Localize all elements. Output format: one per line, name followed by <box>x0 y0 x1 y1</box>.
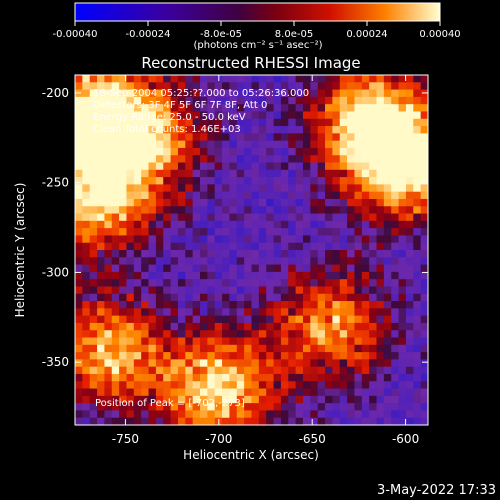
x-tick-label: -750 <box>112 432 139 446</box>
plot-frame <box>74 74 429 426</box>
annotation-line: Detectors: 3F 4F 5F 6F 7F 8F, Att 0 <box>93 100 267 111</box>
observation-info: 18-Sep-2004 05:25:??.000 to 05:26:36.000… <box>93 88 309 135</box>
y-tick-label: -350 <box>42 355 69 369</box>
footer-timestamp: 3-May-2022 17:33 <box>377 483 496 498</box>
x-tick-label: -650 <box>299 432 326 446</box>
x-axis-label: Heliocentric X (arcsec) <box>183 448 319 462</box>
x-tick-label: -700 <box>205 432 232 446</box>
peak-position-label: Position of Peak = [-702,-273] <box>95 398 245 409</box>
chart-title: Reconstructed RHESSI Image <box>141 54 360 72</box>
axes: -750 -700 -650 -600 -200 -250 -300 -350 <box>42 75 428 446</box>
annotation-line: 18-Sep-2004 05:25:??.000 to 05:26:36.000 <box>93 88 309 99</box>
colorbar-ticks: -0.00040 -0.00024 -8.0e-05 8.0e-05 0.00024 0.… <box>53 21 461 40</box>
colorbar-tick-label: -8.0e-05 <box>200 29 242 40</box>
y-tick-label: -300 <box>42 265 69 279</box>
colorbar-tick-label: 8.0e-05 <box>275 29 313 40</box>
annotation-line: Clean Total counts: 1.46E+03 <box>93 124 241 135</box>
colorbar-tick-label: -0.00024 <box>126 29 171 40</box>
colorbar-tick-label: -0.00040 <box>53 29 98 40</box>
colorbar <box>74 2 441 22</box>
y-tick-label: -200 <box>42 86 69 100</box>
x-tick-label: -600 <box>392 432 419 446</box>
heatmap-image <box>75 75 428 425</box>
colorbar-tick-label: 0.00040 <box>419 29 460 40</box>
y-axis-label: Heliocentric Y (arcsec) <box>13 183 27 318</box>
colorbar-units: (photons cm⁻² s⁻¹ asec⁻²) <box>193 40 322 51</box>
y-tick-label: -250 <box>42 176 69 190</box>
colorbar-tick-label: 0.00024 <box>346 29 387 40</box>
annotation-line: Energy Range: 25.0 - 50.0 keV <box>93 112 246 123</box>
